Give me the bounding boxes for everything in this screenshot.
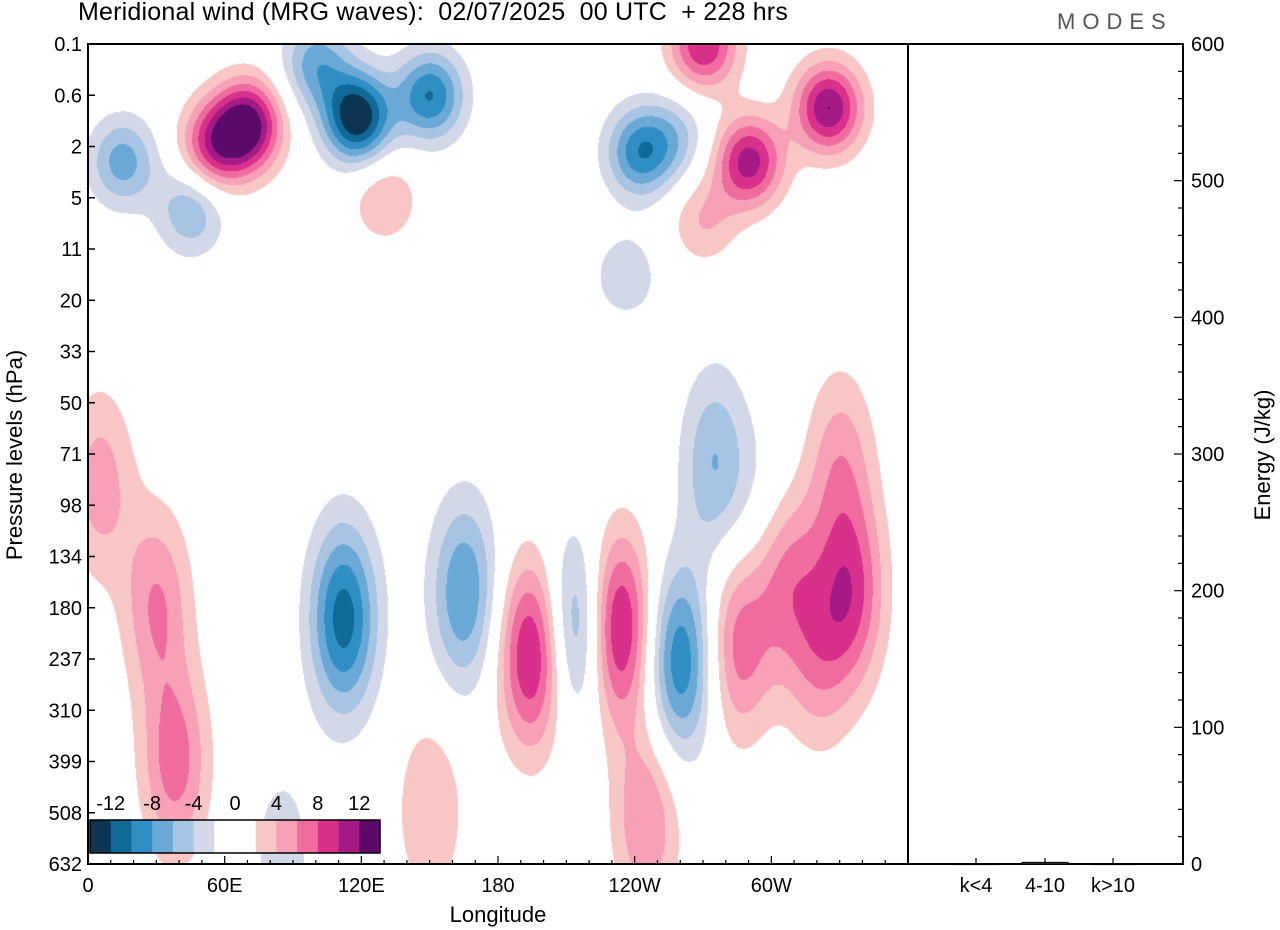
energy-tick-label: 600 <box>1191 34 1224 56</box>
energy-tick-label: 200 <box>1191 581 1224 603</box>
wavenumber-label: k<4 <box>960 875 993 897</box>
colorbar-swatch <box>317 820 340 853</box>
heatmap-area <box>88 44 908 864</box>
pressure-axis-title: Pressure levels (hPa) <box>2 350 27 560</box>
pressure-tick-label: 71 <box>60 444 82 466</box>
colorbar-label: 4 <box>271 793 282 815</box>
energy-tick-label: 500 <box>1191 171 1224 193</box>
longitude-axis: 0 60E 120E 180 120W 60W <box>82 856 909 897</box>
pressure-tick-label: 98 <box>60 495 82 517</box>
pressure-tick-label: 180 <box>49 598 82 620</box>
pressure-tick-label: 508 <box>49 803 82 825</box>
colorbar-swatch <box>110 820 132 853</box>
colorbar-swatch <box>338 820 360 853</box>
pressure-tick-label: 0.1 <box>54 34 82 56</box>
colorbar-swatch <box>359 820 381 853</box>
colorbar-label: -4 <box>185 793 203 815</box>
wavenumber-label: k>10 <box>1091 875 1135 897</box>
energy-tick-label: 400 <box>1191 307 1224 329</box>
longitude-tick-label: 120E <box>338 875 385 897</box>
colorbar-label: -12 <box>96 793 125 815</box>
longitude-tick-label: 120W <box>609 875 661 897</box>
colorbar-swatch <box>193 820 215 853</box>
colorbar-frame <box>89 819 381 854</box>
chart-title: Meridional wind (MRG waves): 02/07/2025 … <box>78 0 789 26</box>
colorbar-label: 0 <box>229 793 240 815</box>
energy-panel-frame <box>907 43 1184 865</box>
wavenumber-label: 4-10 <box>1025 875 1065 897</box>
pressure-tick-label: 0.6 <box>54 85 82 107</box>
longitude-tick-label: 60E <box>207 875 243 897</box>
brand-logo: MODES <box>1057 9 1173 34</box>
energy-axis: 0 100 200 300 400 500 600 <box>1174 34 1224 876</box>
colorbar-swatch <box>172 820 195 853</box>
colorbar-swatch <box>297 820 319 853</box>
pressure-tick-label: 134 <box>49 547 82 569</box>
colorbar-swatch <box>235 820 257 853</box>
wind-contour-field <box>88 44 908 864</box>
longitude-tick-label: 180 <box>481 875 514 897</box>
pressure-axis: 0.1 0.6 2 5 11 20 33 50 71 98 134 180 237 310 399 508 63… <box>49 34 95 876</box>
energy-tick-label: 100 <box>1191 717 1224 739</box>
colorbar: -12 -8 -4 0 4 8 12 <box>89 793 381 854</box>
colorbar-swatch <box>255 820 277 853</box>
colorbar-swatch <box>90 820 112 853</box>
pressure-tick-label: 632 <box>49 854 82 876</box>
energy-axis-title: Energy (J/kg) <box>1250 390 1275 521</box>
pressure-tick-label: 50 <box>60 393 82 415</box>
pressure-tick-label: 33 <box>60 342 82 364</box>
pressure-tick-label: 310 <box>49 700 82 722</box>
pressure-tick-label: 237 <box>49 649 82 671</box>
energy-tick-label: 300 <box>1191 444 1224 466</box>
colorbar-label: -8 <box>143 793 161 815</box>
colorbar-swatch <box>131 820 153 853</box>
colorbar-label: 12 <box>348 793 370 815</box>
longitude-axis-title: Longitude <box>450 902 547 927</box>
wavenumber-axis: k<4 4-10 k>10 <box>960 858 1135 897</box>
pressure-tick-label: 11 <box>61 239 82 261</box>
pressure-tick-label: 5 <box>71 188 82 210</box>
longitude-tick-label: 0 <box>82 875 93 897</box>
energy-tick-label: 0 <box>1191 854 1202 876</box>
colorbar-swatch <box>276 820 298 853</box>
colorbar-swatch <box>152 820 174 853</box>
longitude-tick-label: 60W <box>751 875 792 897</box>
colorbar-swatch <box>214 820 236 853</box>
pressure-tick-label: 2 <box>71 137 82 159</box>
pressure-tick-label: 20 <box>60 290 82 312</box>
colorbar-label: 8 <box>312 793 323 815</box>
pressure-tick-label: 399 <box>49 752 82 774</box>
